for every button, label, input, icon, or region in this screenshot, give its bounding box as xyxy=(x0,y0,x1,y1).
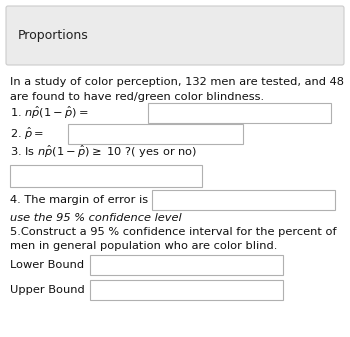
FancyBboxPatch shape xyxy=(152,190,335,210)
Text: Lower Bound: Lower Bound xyxy=(10,260,84,270)
Text: Proportions: Proportions xyxy=(18,29,89,42)
Text: 5.Construct a 95 % confidence interval for the percent of: 5.Construct a 95 % confidence interval f… xyxy=(10,227,337,237)
FancyBboxPatch shape xyxy=(68,124,243,144)
Text: 3. Is $n\hat{p}(1 - \hat{p}) \geq$ 10 ?( yes or no): 3. Is $n\hat{p}(1 - \hat{p}) \geq$ 10 ?(… xyxy=(10,144,197,160)
Text: 1. $n\hat{p}(1 - \hat{p})=$: 1. $n\hat{p}(1 - \hat{p})=$ xyxy=(10,105,89,121)
Text: 2. $\hat{p}=$: 2. $\hat{p}=$ xyxy=(10,126,44,142)
FancyBboxPatch shape xyxy=(90,255,283,275)
Text: In a study of color perception, 132 men are tested, and 48: In a study of color perception, 132 men … xyxy=(10,77,344,87)
Text: men in general population who are color blind.: men in general population who are color … xyxy=(10,241,277,251)
FancyBboxPatch shape xyxy=(6,6,344,65)
FancyBboxPatch shape xyxy=(148,103,331,123)
FancyBboxPatch shape xyxy=(10,165,202,187)
Text: 4. The margin of error is: 4. The margin of error is xyxy=(10,195,148,205)
Text: Upper Bound: Upper Bound xyxy=(10,285,85,295)
FancyBboxPatch shape xyxy=(90,280,283,300)
Text: use the 95 % confidence level: use the 95 % confidence level xyxy=(10,213,182,223)
Text: are found to have red/green color blindness.: are found to have red/green color blindn… xyxy=(10,92,264,102)
